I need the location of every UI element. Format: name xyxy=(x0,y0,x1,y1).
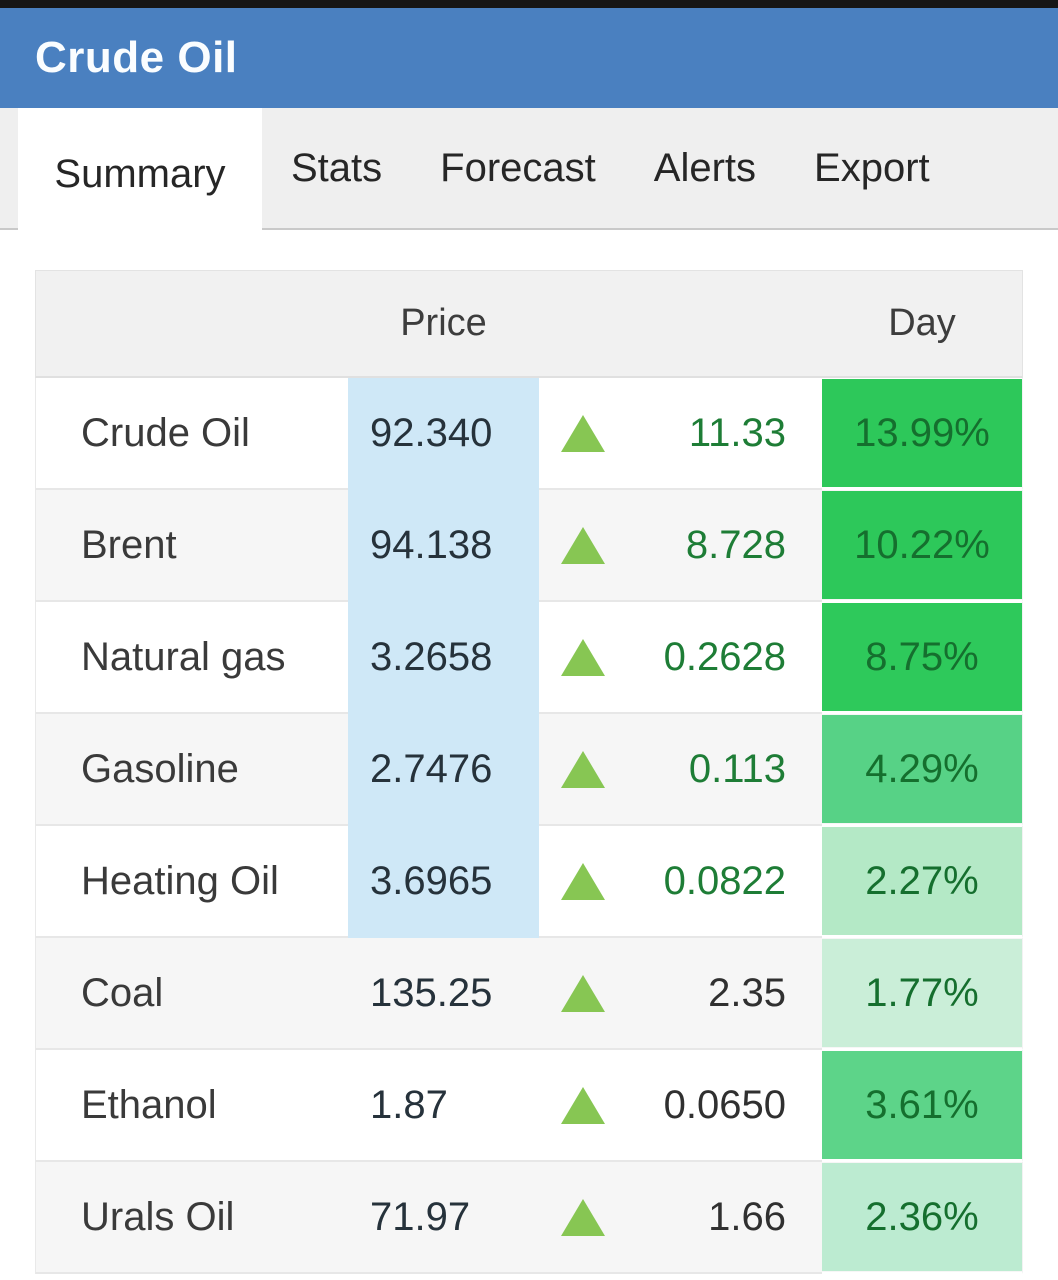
title-bar: Crude Oil xyxy=(0,8,1058,108)
page-title: Crude Oil xyxy=(35,33,238,82)
up-arrow-icon xyxy=(561,526,605,564)
price-cell: 1.87 xyxy=(348,1050,539,1162)
change-cell: 0.0822 xyxy=(539,826,822,938)
up-arrow-icon xyxy=(561,1086,605,1124)
day-percent-value: 2.36% xyxy=(822,1163,1022,1271)
change-value: 8.728 xyxy=(685,522,786,567)
day-percent-cell: 10.22% xyxy=(822,490,1023,602)
table-row[interactable]: Coal 135.25 2.35 1.77% xyxy=(35,938,1023,1050)
day-percent-value: 3.61% xyxy=(822,1051,1022,1159)
price-cell: 2.7476 xyxy=(348,714,539,826)
commodity-name: Ethanol xyxy=(35,1050,348,1162)
price-cell: 94.138 xyxy=(348,490,539,602)
commodity-name: Heating Oil xyxy=(35,826,348,938)
tab-forecast[interactable]: Forecast xyxy=(411,108,625,228)
day-percent-cell: 13.99% xyxy=(822,378,1023,490)
commodity-name: Brent xyxy=(35,490,348,602)
tab-forecast-label: Forecast xyxy=(440,145,596,190)
change-value: 0.0822 xyxy=(663,858,786,903)
table-row[interactable]: Ethanol 1.87 0.0650 3.61% xyxy=(35,1050,1023,1162)
up-arrow-icon xyxy=(561,974,605,1012)
change-cell: 0.2628 xyxy=(539,602,822,714)
commodity-name: Crude Oil xyxy=(35,378,348,490)
change-cell: 0.0650 xyxy=(539,1050,822,1162)
status-bar xyxy=(0,0,1058,8)
up-arrow-icon xyxy=(561,862,605,900)
up-arrow-icon xyxy=(561,1198,605,1236)
tab-alerts-label: Alerts xyxy=(653,145,757,190)
day-percent-value: 8.75% xyxy=(822,603,1022,711)
day-percent-value: 10.22% xyxy=(822,491,1022,599)
up-arrow-icon xyxy=(561,750,605,788)
table-row[interactable]: Natural gas 3.2658 0.2628 8.75% xyxy=(35,602,1023,714)
tab-summary-label: Summary xyxy=(54,151,226,196)
up-arrow-icon xyxy=(561,638,605,676)
tab-summary[interactable]: Summary xyxy=(18,108,262,240)
tab-alerts[interactable]: Alerts xyxy=(625,108,785,228)
change-value: 1.66 xyxy=(708,1194,786,1239)
change-cell: 11.33 xyxy=(539,378,822,490)
tab-bar: Summary Stats Forecast Alerts Export xyxy=(0,108,1058,240)
table-row[interactable]: Gasoline 2.7476 0.113 4.29% xyxy=(35,714,1023,826)
change-cell: 1.66 xyxy=(539,1162,822,1274)
change-cell: 0.113 xyxy=(539,714,822,826)
change-value: 0.113 xyxy=(688,746,786,791)
tab-export[interactable]: Export xyxy=(785,108,959,228)
commodity-name: Urals Oil xyxy=(35,1162,348,1274)
tab-export-label: Export xyxy=(814,145,930,190)
change-value: 0.2628 xyxy=(663,634,786,679)
change-value: 0.0650 xyxy=(663,1082,786,1127)
commodity-name: Coal xyxy=(35,938,348,1050)
change-column-header xyxy=(539,270,822,378)
day-percent-value: 1.77% xyxy=(822,939,1022,1047)
day-percent-value: 13.99% xyxy=(822,379,1022,487)
commodity-name: Gasoline xyxy=(35,714,348,826)
price-cell: 71.97 xyxy=(348,1162,539,1274)
up-arrow-icon xyxy=(561,414,605,452)
commodity-name: Natural gas xyxy=(35,602,348,714)
day-percent-value: 4.29% xyxy=(822,715,1022,823)
table-row[interactable]: Heating Oil 3.6965 0.0822 2.27% xyxy=(35,826,1023,938)
price-cell: 135.25 xyxy=(348,938,539,1050)
day-percent-cell: 2.36% xyxy=(822,1162,1023,1274)
day-percent-cell: 3.61% xyxy=(822,1050,1023,1162)
tab-bar-spacer xyxy=(0,108,18,228)
tab-stats-label: Stats xyxy=(291,145,383,190)
day-percent-cell: 8.75% xyxy=(822,602,1023,714)
table-header-row: Price Day xyxy=(35,270,1023,378)
day-percent-value: 2.27% xyxy=(822,827,1022,935)
day-percent-cell: 2.27% xyxy=(822,826,1023,938)
price-cell: 3.2658 xyxy=(348,602,539,714)
commodity-table: Price Day Crude Oil 92.340 11.33 13.99% … xyxy=(35,270,1023,1274)
price-cell: 3.6965 xyxy=(348,826,539,938)
change-value: 2.35 xyxy=(708,970,786,1015)
day-column-header: Day xyxy=(822,270,1023,378)
change-cell: 8.728 xyxy=(539,490,822,602)
table-row[interactable]: Brent 94.138 8.728 10.22% xyxy=(35,490,1023,602)
content-area: Price Day Crude Oil 92.340 11.33 13.99% … xyxy=(0,230,1058,1274)
day-percent-cell: 1.77% xyxy=(822,938,1023,1050)
tab-stats[interactable]: Stats xyxy=(262,108,411,228)
empty-header-cell xyxy=(35,270,348,378)
change-value: 11.33 xyxy=(688,410,786,455)
change-cell: 2.35 xyxy=(539,938,822,1050)
day-percent-cell: 4.29% xyxy=(822,714,1023,826)
price-column-header: Price xyxy=(348,270,539,378)
table-row[interactable]: Crude Oil 92.340 11.33 13.99% xyxy=(35,378,1023,490)
table-row[interactable]: Urals Oil 71.97 1.66 2.36% xyxy=(35,1162,1023,1274)
price-cell: 92.340 xyxy=(348,378,539,490)
